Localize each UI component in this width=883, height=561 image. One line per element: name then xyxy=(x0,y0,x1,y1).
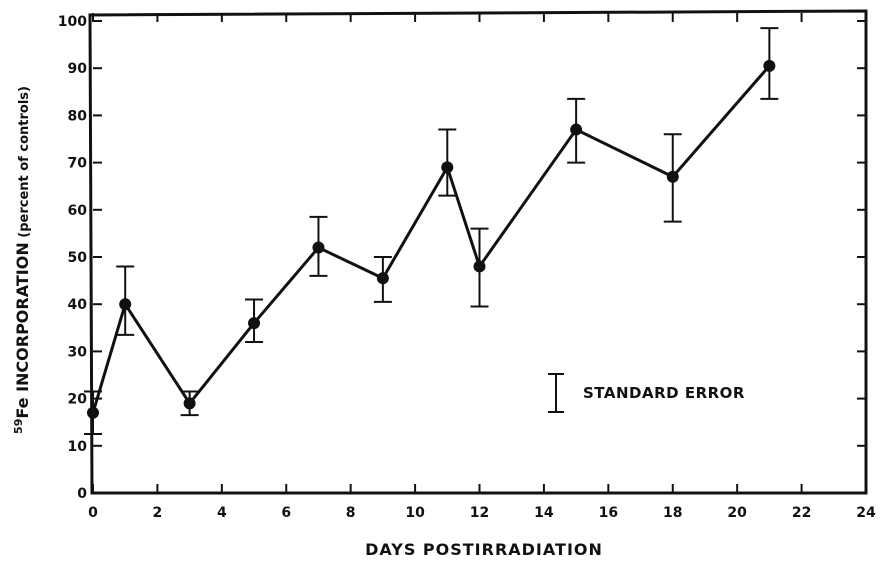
x-tick-label: 14 xyxy=(534,505,554,521)
y-axis-title-sub: (percent of controls) xyxy=(17,86,32,242)
y-tick-label: 70 xyxy=(68,156,88,172)
x-tick-label: 18 xyxy=(663,505,682,521)
legend-error-bar-icon xyxy=(548,373,564,413)
x-tick-label: 2 xyxy=(153,505,163,521)
data-point xyxy=(570,123,583,136)
x-tick-label: 12 xyxy=(470,505,489,521)
y-axis-title-element: Fe xyxy=(13,397,32,418)
x-tick-label: 22 xyxy=(792,505,811,521)
x-tick-label: 6 xyxy=(281,505,291,521)
y-tick-label: 10 xyxy=(68,439,88,455)
data-point xyxy=(473,260,486,273)
data-point xyxy=(248,317,261,330)
x-tick-label: 16 xyxy=(599,505,618,521)
y-axis-title-main: INCORPORATION xyxy=(13,242,32,397)
series-line xyxy=(91,64,771,414)
y-tick-label: 100 xyxy=(58,14,87,30)
y-tick-label: 30 xyxy=(68,344,88,360)
x-tick-label: 8 xyxy=(346,505,356,521)
x-tick-label: 0 xyxy=(88,505,98,521)
legend-label: STANDARD ERROR xyxy=(583,384,745,402)
x-tick-label: 20 xyxy=(727,505,747,521)
y-tick-label: 0 xyxy=(77,486,87,502)
y-tick-label: 50 xyxy=(68,250,88,266)
y-tick-label: 90 xyxy=(68,61,88,77)
data-point xyxy=(119,298,132,311)
x-tick-label: 10 xyxy=(405,505,425,521)
data-point xyxy=(763,59,776,72)
plot-frame xyxy=(88,9,868,495)
legend: STANDARD ERROR xyxy=(548,373,745,413)
data-point xyxy=(441,161,454,174)
y-axis-title: 59Fe INCORPORATION (percent of controls) xyxy=(12,86,32,434)
data-point xyxy=(183,397,196,410)
data-point xyxy=(666,170,679,183)
data-point xyxy=(312,241,325,254)
data-point xyxy=(87,406,99,419)
y-tick-label: 40 xyxy=(68,297,88,313)
y-tick-label: 60 xyxy=(68,203,88,219)
x-tick-label: 4 xyxy=(217,505,227,521)
y-tick-label: 20 xyxy=(68,392,88,408)
y-tick-label: 80 xyxy=(68,108,88,124)
x-axis-title: DAYS POSTIRRADIATION xyxy=(365,540,603,559)
data-point xyxy=(376,272,389,285)
x-tick-label: 24 xyxy=(856,505,876,521)
y-axis-title-superscript: 59 xyxy=(12,419,25,434)
